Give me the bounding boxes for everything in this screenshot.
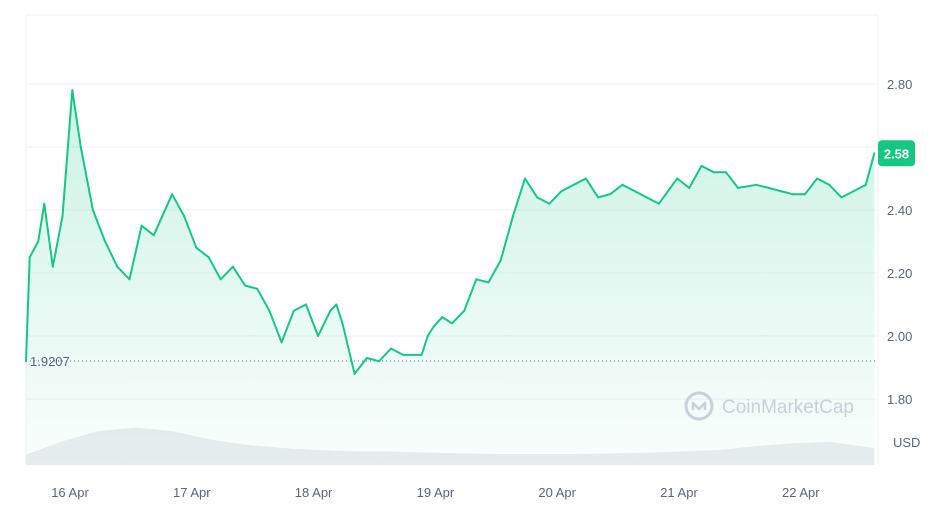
- x-tick-label: 17 Apr: [173, 485, 211, 500]
- y-axis: 1.802.002.202.402.602.80: [887, 77, 912, 407]
- price-line-segment: [852, 183, 867, 193]
- svg-text:2.58: 2.58: [884, 146, 909, 161]
- price-line-segment: [43, 202, 54, 268]
- y-tick-label: 2.00: [887, 329, 912, 344]
- price-line-segment: [152, 193, 174, 237]
- price-line-segment: [28, 240, 40, 259]
- current-price-badge: 2.58: [878, 140, 915, 167]
- price-line-segment: [548, 190, 563, 205]
- price-line-segment: [37, 202, 46, 243]
- y-tick-label: 2.20: [887, 266, 912, 281]
- price-line-segment: [171, 193, 186, 218]
- price-line-segment: [304, 303, 320, 337]
- price-line-segment: [779, 190, 794, 196]
- x-axis: 16 Apr 17 Apr 18 Apr 19 Apr 20 Apr 21 Apr 22 A…: [51, 485, 820, 500]
- price-line-segment: [560, 183, 575, 193]
- price-line-segment: [700, 164, 715, 174]
- price-line-segment: [597, 193, 612, 199]
- price-line-segment: [426, 325, 435, 337]
- price-line-segment: [737, 183, 758, 189]
- price-line-segment: [219, 265, 234, 281]
- price-line-segment: [584, 177, 600, 199]
- price-line-segment: [840, 190, 855, 199]
- price-line-segment: [609, 183, 624, 196]
- price-line-segment: [524, 177, 539, 199]
- price-line-segment: [390, 347, 405, 356]
- line-layer: [25, 89, 876, 375]
- y-tick-label: 1.80: [887, 392, 912, 407]
- price-line-segment: [475, 278, 490, 284]
- price-line-segment: [536, 196, 551, 205]
- price-line-segment: [420, 335, 429, 356]
- price-line-segment: [25, 256, 31, 363]
- baseline-price-label: 1.9207: [30, 354, 70, 369]
- price-line-segment: [688, 164, 703, 189]
- price-line-segment: [645, 196, 660, 205]
- coinmarketcap-watermark: CoinMarketCap: [684, 391, 854, 421]
- price-line-segment: [487, 259, 502, 284]
- price-line-segment: [71, 89, 82, 148]
- price-line-segment: [378, 347, 393, 363]
- price-line-segment: [767, 186, 782, 193]
- price-line-segment: [79, 146, 94, 211]
- x-tick-label: 19 Apr: [417, 485, 455, 500]
- currency-unit-label: USD: [893, 435, 920, 450]
- price-line-segment: [195, 246, 210, 259]
- price-line-segment: [104, 240, 119, 268]
- price-line-segment: [292, 303, 307, 312]
- price-line-segment: [329, 303, 338, 312]
- price-line-segment: [268, 309, 283, 344]
- area-layer: [26, 90, 875, 466]
- price-line-segment: [365, 357, 380, 363]
- price-line-segment: [341, 322, 356, 375]
- x-tick-label: 22 Apr: [782, 485, 820, 500]
- price-line-segment: [128, 224, 143, 281]
- price-line-segment: [140, 224, 155, 237]
- price-line-segment: [621, 183, 636, 193]
- price-line-segment: [816, 177, 831, 186]
- price-line-segment: [499, 215, 514, 262]
- price-line-segment: [280, 309, 295, 344]
- coinmarketcap-logo-icon: [684, 391, 714, 421]
- price-line-segment: [61, 89, 74, 218]
- price-line-segment: [51, 215, 64, 268]
- price-line-segment: [572, 177, 587, 186]
- price-line-segment: [755, 183, 770, 189]
- price-line-segment: [864, 152, 876, 186]
- x-tick-label: 18 Apr: [295, 485, 333, 500]
- price-line-segment: [353, 357, 368, 375]
- price-line-segment: [633, 190, 648, 199]
- price-line-segment: [511, 177, 526, 218]
- y-tick-label: 2.40: [887, 203, 912, 218]
- price-line-segment: [256, 287, 271, 312]
- price-line-segment: [91, 209, 107, 243]
- price-line-segment: [463, 278, 478, 312]
- x-tick-label: 16 Apr: [51, 485, 89, 500]
- price-line-segment: [441, 316, 453, 325]
- price-line-segment: [804, 177, 819, 196]
- price-line-segment: [116, 265, 131, 281]
- y-tick-label: 2.80: [887, 77, 912, 92]
- price-line-segment: [451, 309, 466, 325]
- price-line-segment: [657, 177, 679, 205]
- price-line-segment: [335, 303, 344, 325]
- price-line-segment: [183, 215, 198, 249]
- price-line-segment: [231, 265, 247, 287]
- x-tick-label: 20 Apr: [538, 485, 576, 500]
- price-line-segment: [724, 171, 739, 189]
- watermark-text: CoinMarketCap: [722, 397, 854, 418]
- price-line-segment: [432, 316, 444, 328]
- price-line-segment: [676, 177, 691, 189]
- price-line-segment: [317, 309, 332, 337]
- x-tick-label: 21 Apr: [660, 485, 698, 500]
- price-line-segment: [244, 284, 259, 290]
- price-line-segment: [828, 183, 843, 199]
- price-area-fill: [26, 90, 875, 466]
- price-line-segment: [207, 256, 222, 281]
